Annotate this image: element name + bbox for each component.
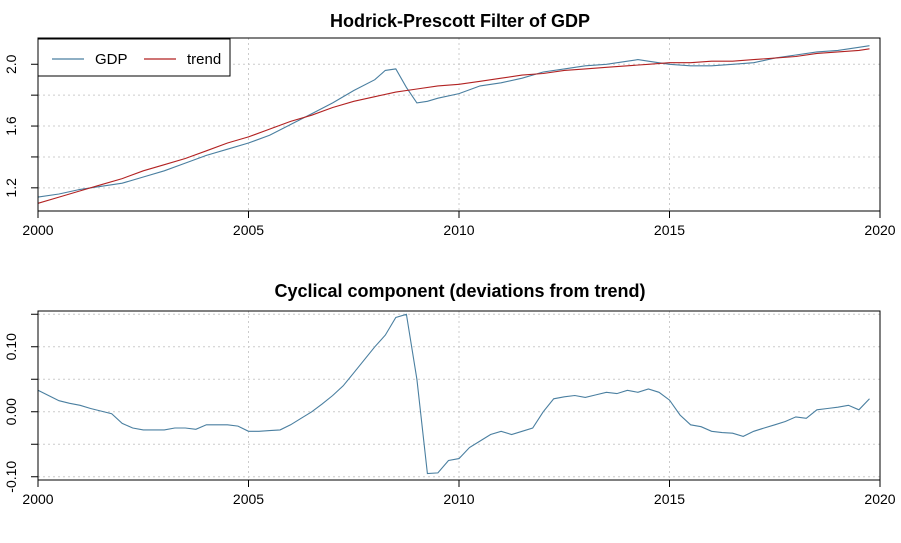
axes: 2000 2005 2010 2015 2020 -0.10 0.00 0.10 [3,310,896,507]
grid-lines [37,38,881,211]
x-tick-label: 2015 [654,222,685,238]
y-tick-label: 1.2 [3,178,19,198]
y-tick-label: 0.10 [3,333,19,360]
grid-lines [37,311,881,480]
y-tick-label: 1.6 [3,116,19,136]
chart-title: Cyclical component (deviations from tren… [274,281,645,301]
chart-title: Hodrick-Prescott Filter of GDP [330,11,590,31]
y-tick-label: 2.0 [3,54,19,74]
x-tick-label: 2005 [233,491,264,507]
legend-trend-label: trend [187,51,221,68]
series-lines [37,45,870,204]
y-tick-label: 0.00 [3,398,19,425]
series-lines [37,313,870,475]
series-line-trend [37,48,870,204]
x-tick-label: 2020 [864,222,895,238]
x-tick-label: 2010 [443,491,474,507]
y-tick-label: -0.10 [3,461,19,493]
legend-gdp-label: GDP [95,51,128,68]
axes: 2000 2005 2010 2015 2020 1.2 1.6 2.0 [3,37,896,238]
series-line-cycle [37,313,870,475]
legend: GDP trend [37,38,231,77]
x-tick-label: 2000 [22,222,53,238]
legend-box [37,38,231,77]
series-line-gdp [37,45,870,198]
cyclical-panel: Cyclical component (deviations from tren… [3,281,896,507]
x-tick-label: 2000 [22,491,53,507]
x-tick-label: 2010 [443,222,474,238]
x-tick-label: 2020 [864,491,895,507]
x-tick-label: 2015 [654,491,685,507]
x-tick-label: 2005 [233,222,264,238]
hp-filter-panel: Hodrick-Prescott Filter of GDP GDP trend… [3,11,896,238]
